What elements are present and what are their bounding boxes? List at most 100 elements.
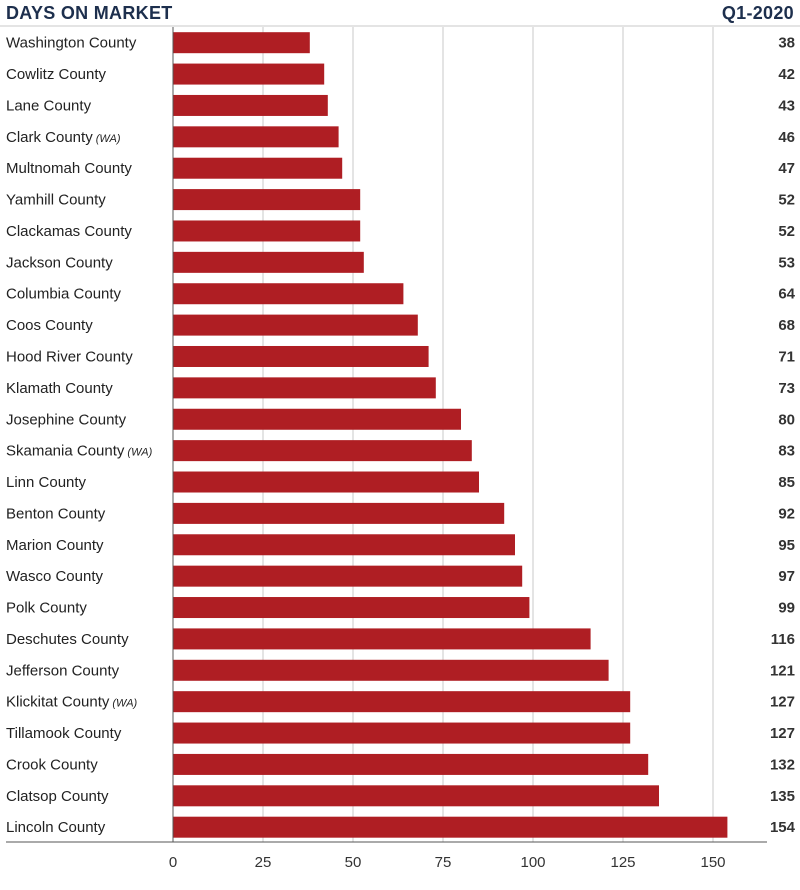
bar	[173, 753, 649, 775]
value-label: 52	[778, 192, 795, 209]
bar	[173, 377, 436, 399]
value-label: 97	[778, 568, 795, 585]
value-label: 83	[778, 443, 795, 460]
bar	[173, 597, 530, 619]
x-tick-label: 100	[520, 854, 545, 871]
category-name: Klamath County	[6, 380, 113, 397]
value-labels: 38 42 43 46 47 52 52 53 64 68 71 73 80 83 85 92 95 97 99 11…	[770, 35, 796, 837]
bar	[173, 189, 361, 211]
bar	[173, 283, 404, 305]
bar	[173, 471, 479, 493]
category-label: Marion County	[6, 537, 104, 554]
category-label: Cowlitz County	[6, 66, 107, 83]
bar	[173, 157, 343, 179]
value-label: 135	[770, 788, 795, 805]
category-name: Cowlitz County	[6, 66, 107, 83]
category-label: Klickitat County (WA)	[6, 694, 138, 711]
bar	[173, 659, 609, 681]
category-label: Polk County	[6, 600, 87, 617]
category-label: Linn County	[6, 474, 87, 491]
category-labels: Washington County Cowlitz County Lane Coun…	[6, 35, 153, 837]
value-label: 85	[778, 474, 795, 491]
value-label: 95	[778, 537, 795, 554]
chart-period: Q1-2020	[722, 3, 794, 23]
value-label: 132	[770, 756, 795, 773]
category-name: Wasco County	[6, 568, 103, 585]
category-label: Washington County	[6, 35, 137, 52]
x-tick-label: 125	[610, 854, 635, 871]
category-label: Clatsop County	[6, 788, 109, 805]
category-name: Lane County	[6, 97, 92, 114]
category-label: Clark County (WA)	[6, 129, 121, 146]
bars	[173, 32, 728, 838]
bar	[173, 314, 418, 336]
category-name: Columbia County	[6, 286, 122, 303]
category-label: Lane County	[6, 97, 92, 114]
category-name: Yamhill County	[6, 192, 106, 209]
category-label: Benton County	[6, 505, 106, 522]
category-name: Jefferson County	[6, 662, 120, 679]
category-label: Wasco County	[6, 568, 103, 585]
category-label: Deschutes County	[6, 631, 129, 648]
value-label: 121	[770, 662, 795, 679]
value-label: 80	[778, 411, 795, 428]
value-label: 46	[778, 129, 795, 146]
category-name: Skamania County	[6, 443, 125, 460]
category-label: Jefferson County	[6, 662, 120, 679]
chart-title: DAYS ON MARKET	[6, 3, 173, 23]
category-name: Jackson County	[6, 254, 113, 271]
category-note: (WA)	[112, 698, 137, 710]
value-label: 99	[778, 600, 795, 617]
value-label: 53	[778, 254, 795, 271]
category-note: (WA)	[127, 447, 152, 459]
x-axis-ticks: 0 25 50 75 100 125 150	[169, 854, 726, 871]
category-label: Clackamas County	[6, 223, 132, 240]
value-label: 43	[778, 97, 795, 114]
bar	[173, 565, 523, 587]
bar	[173, 628, 591, 650]
category-name: Deschutes County	[6, 631, 129, 648]
category-label: Crook County	[6, 756, 98, 773]
bar	[173, 816, 728, 838]
value-label: 68	[778, 317, 795, 334]
category-name: Washington County	[6, 35, 137, 52]
x-tick-label: 75	[435, 854, 452, 871]
category-note: (WA)	[96, 133, 121, 145]
category-name: Marion County	[6, 537, 104, 554]
x-tick-label: 25	[255, 854, 272, 871]
category-name: Crook County	[6, 756, 98, 773]
bar	[173, 220, 361, 242]
category-name: Lincoln County	[6, 819, 106, 836]
category-name: Coos County	[6, 317, 93, 334]
bar	[173, 691, 631, 713]
bar	[173, 63, 325, 85]
category-label: Lincoln County	[6, 819, 106, 836]
category-label: Columbia County	[6, 286, 122, 303]
value-label: 116	[771, 631, 795, 648]
category-label: Josephine County	[6, 411, 127, 428]
value-label: 42	[778, 66, 795, 83]
value-label: 52	[778, 223, 795, 240]
category-name: Clackamas County	[6, 223, 132, 240]
category-label: Coos County	[6, 317, 93, 334]
category-name: Benton County	[6, 505, 106, 522]
bar	[173, 722, 631, 744]
category-name: Tillamook County	[6, 725, 122, 742]
value-label: 64	[778, 286, 795, 303]
x-tick-label: 50	[345, 854, 362, 871]
bar	[173, 785, 659, 807]
value-label: 127	[770, 694, 795, 711]
bar	[173, 94, 328, 116]
category-label: Hood River County	[6, 348, 133, 365]
category-label: Jackson County	[6, 254, 113, 271]
category-label: Tillamook County	[6, 725, 122, 742]
value-label: 127	[770, 725, 795, 742]
x-tick-label: 0	[169, 854, 177, 871]
value-label: 38	[778, 35, 795, 52]
category-label: Yamhill County	[6, 192, 106, 209]
bar	[173, 251, 364, 273]
bar	[173, 502, 505, 524]
bar	[173, 345, 429, 367]
category-label: Skamania County (WA)	[6, 443, 153, 460]
